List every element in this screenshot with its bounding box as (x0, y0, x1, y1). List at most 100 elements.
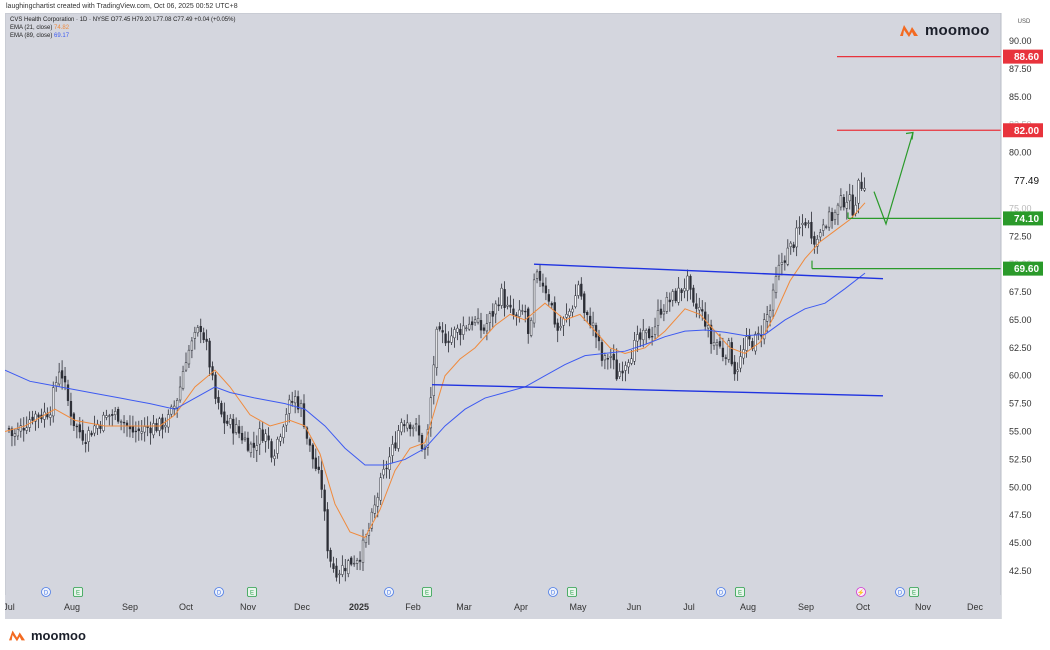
candle (285, 408, 288, 432)
candle (370, 508, 374, 532)
candle-body (22, 427, 25, 431)
event-marker-label: D (551, 590, 556, 596)
candle (692, 284, 695, 307)
candle (353, 555, 356, 567)
candle (276, 436, 279, 459)
candle (630, 350, 633, 366)
candle-body (347, 560, 350, 574)
candle-body (515, 314, 518, 317)
candle (414, 417, 418, 432)
candle-body (730, 342, 733, 365)
candle-body (553, 302, 556, 325)
candle (140, 420, 143, 441)
candle-body (827, 211, 831, 228)
candle (296, 390, 300, 414)
candle (282, 424, 285, 444)
candle-body (273, 455, 276, 460)
candle-body (848, 194, 851, 202)
candle-body (435, 328, 438, 368)
candle (471, 316, 474, 331)
candle (308, 437, 312, 452)
candle-body (81, 430, 84, 441)
event-marker: E (735, 587, 745, 597)
candle-body (621, 370, 624, 374)
price-axis-bg (1001, 13, 1047, 619)
time-tick-label: Sep (798, 602, 814, 612)
candle (724, 354, 728, 366)
candle (842, 194, 846, 211)
candle-body (19, 425, 22, 432)
candle (202, 327, 205, 344)
candle (432, 355, 435, 405)
candle-body (512, 308, 515, 316)
candle (96, 419, 99, 435)
event-marker-shape (895, 587, 905, 597)
price-tag-label: 69.60 (1014, 264, 1039, 275)
candle-body (341, 565, 344, 575)
candle-body (733, 361, 736, 375)
brand-name-footer: moomoo (31, 627, 86, 643)
candle (235, 417, 238, 435)
legend-ema89: EMA (89, close) 69.17 (10, 33, 69, 39)
candle (320, 459, 323, 499)
candle-body (25, 427, 28, 431)
candle (406, 414, 409, 432)
candle-body (299, 403, 303, 409)
candle-body (202, 332, 205, 341)
candle (683, 278, 686, 299)
event-marker-label: ⚡ (857, 588, 864, 596)
event-marker: E (909, 587, 919, 597)
candle (698, 297, 701, 319)
candle-body (612, 353, 615, 361)
candle (500, 283, 503, 309)
candle (199, 318, 202, 344)
candle (63, 367, 67, 391)
time-tick-label: Nov (240, 602, 257, 612)
candle (149, 421, 152, 445)
candle-body (246, 437, 250, 451)
moomoo-logo-icon (900, 25, 918, 37)
candle-body (707, 325, 710, 329)
candle-body (164, 425, 167, 428)
candle (55, 376, 58, 392)
time-tick-label: May (569, 602, 587, 612)
candle-body (429, 397, 433, 429)
candle-body (689, 275, 692, 290)
event-marker-label: E (250, 590, 254, 596)
candle (72, 411, 76, 432)
candle (668, 292, 671, 312)
candle (164, 417, 167, 433)
event-marker-label: D (387, 590, 392, 596)
legend-ema21: EMA (21, close) 74.82 (10, 25, 69, 31)
candle-body (119, 421, 123, 423)
candle-body (709, 324, 713, 345)
candle (636, 325, 639, 352)
candle (530, 317, 533, 338)
candle-body (780, 262, 784, 265)
candle-body (544, 285, 548, 294)
candle-body (326, 509, 329, 552)
candle (379, 472, 382, 506)
candle (591, 311, 595, 337)
legend-ema89-label: EMA (89, close) (10, 33, 53, 39)
candle (161, 413, 164, 439)
candle (748, 328, 751, 346)
ema89-line (5, 272, 866, 466)
candle-body (757, 332, 760, 335)
price-chart[interactable]: USD 42.50 45.00 47.50 50.00 52.50 55.00 57.50 60… (5, 13, 1047, 619)
candle (804, 218, 807, 229)
candle (730, 337, 733, 367)
candle (491, 303, 494, 328)
time-axis-bg (5, 595, 1001, 619)
candle-body (842, 197, 846, 208)
event-marker-label: E (912, 590, 916, 596)
candle-body (285, 414, 288, 426)
candle (108, 413, 111, 426)
candle (559, 315, 562, 331)
candle (606, 354, 610, 370)
chart-plot-area[interactable] (5, 13, 1047, 619)
candle-body (226, 420, 229, 424)
candle-body (441, 330, 444, 333)
candle (497, 297, 500, 311)
candle (87, 426, 90, 452)
